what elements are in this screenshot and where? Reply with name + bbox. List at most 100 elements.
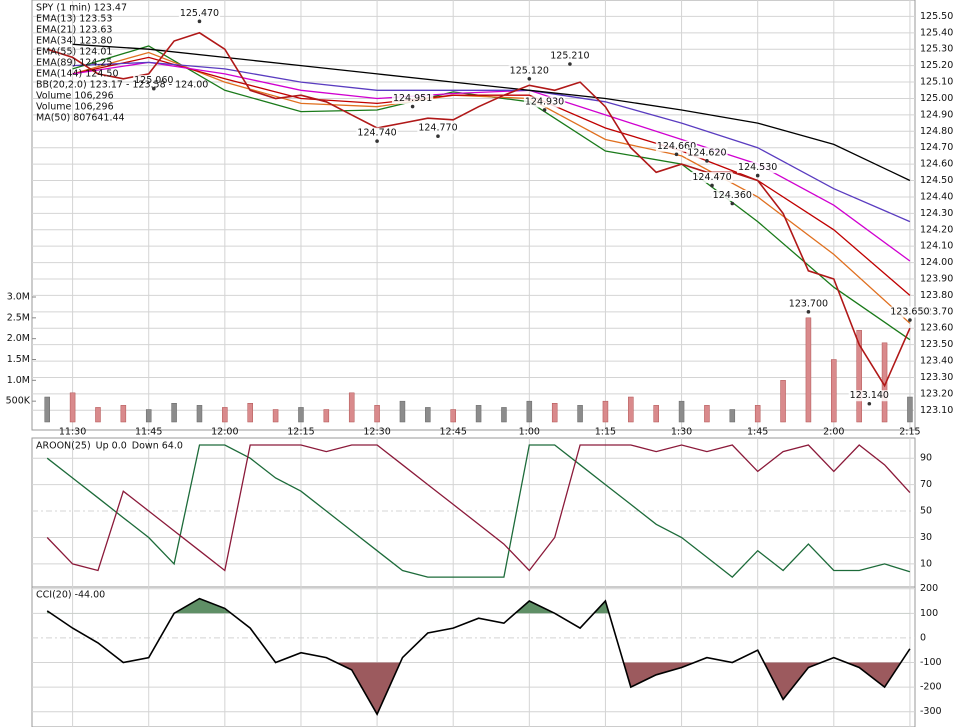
annotation-point [527, 76, 532, 81]
volume-bar [602, 400, 609, 423]
annotation-label: 124.740 [357, 128, 396, 139]
legend-entry: EMA(13) 123.53 [36, 14, 112, 25]
volume-bar [399, 400, 406, 423]
y-tick-label: 123.50 [920, 339, 953, 350]
x-tick-label: 12:45 [440, 427, 467, 438]
volume-bar [145, 409, 152, 423]
y-tick-label: 125.30 [920, 44, 953, 55]
volume-tick-label: 2.0M [7, 333, 30, 344]
y-tick-label: 124.10 [920, 241, 953, 252]
annotation-bg [523, 96, 566, 108]
y-tick-label: 0 [920, 632, 926, 643]
legend-entry: EMA(89) 124.25 [36, 58, 112, 69]
annotation-bg [686, 147, 728, 159]
volume-bar [348, 392, 355, 423]
annotation-label: 125.120 [510, 65, 549, 76]
annotation-point [568, 62, 572, 66]
legend-entry: Volume 106,296 [36, 91, 114, 102]
annotation-bg [655, 140, 698, 152]
annotation-bg [549, 50, 591, 62]
volume-bar [374, 405, 380, 423]
y-tick-label: 10 [920, 558, 932, 569]
x-tick-label: 2:15 [899, 427, 920, 438]
panel-frame [31, 586, 916, 727]
volume-bar [120, 405, 127, 423]
volume-tick-label: 3.0M [7, 292, 30, 303]
series-line [72, 56, 911, 296]
volume-bar [653, 405, 659, 423]
y-tick-label: 125.40 [920, 27, 953, 38]
y-tick-label: -300 [920, 706, 942, 717]
y-tick-label: 124.40 [920, 191, 953, 202]
annotation-bg [178, 7, 221, 19]
volume-bar [907, 396, 913, 423]
annotation-point [908, 318, 912, 322]
legend-entry: Volume 106,296 [36, 102, 114, 113]
cci-fill [47, 598, 610, 614]
legend-entry: EMA(34) 123.80 [36, 36, 112, 47]
annotation-bg [391, 93, 434, 105]
annotation-label: 125.210 [550, 51, 589, 62]
annotation-bg [711, 190, 753, 202]
annotation-point [197, 19, 202, 24]
legend-entry: BB(20,2.0) 123.17 - 123.58 - 124.00 [36, 80, 208, 91]
x-tick-label: 11:45 [135, 427, 162, 438]
volume-tick-label: 2.5M [7, 312, 30, 323]
annotation-bg [133, 75, 175, 87]
annotation-bg [508, 65, 550, 77]
y-tick-label: 50 [920, 506, 932, 517]
x-tick-label: 11:30 [59, 427, 86, 438]
volume-bar [577, 405, 583, 423]
chart-title: SPY (1 min) 123.47 [36, 3, 127, 14]
annotation-bg [737, 162, 779, 174]
chart-title: AROON(25) [36, 441, 91, 452]
volume-bar [425, 407, 431, 423]
volume-bar [628, 396, 634, 423]
y-tick-label: 124.30 [920, 208, 953, 219]
annotation-label: 124.620 [687, 147, 726, 158]
annotation-point [542, 108, 547, 112]
volume-bar [475, 405, 482, 423]
volume-bar [526, 400, 533, 423]
series-line [46, 444, 911, 578]
y-tick-label: 124.60 [920, 159, 953, 170]
x-tick-label: 1:45 [747, 427, 768, 438]
series-line [46, 444, 911, 572]
x-tick-label: 2:00 [823, 427, 844, 438]
annotation-point [375, 139, 379, 143]
value-line [46, 597, 911, 716]
legend-entry: EMA(21) 123.63 [36, 25, 112, 36]
series-line [72, 51, 911, 324]
annotation-label: 124.360 [713, 190, 752, 201]
series-line [72, 61, 911, 223]
annotation-point [151, 86, 156, 91]
volume-bar [44, 396, 50, 423]
legend-entry: EMA(55) 124.01 [36, 47, 112, 58]
annotation-label: 124.470 [692, 172, 731, 183]
volume-bar [805, 317, 812, 423]
annotation-point [755, 173, 760, 178]
chart-title: CCI(20) -44.00 [36, 590, 105, 601]
y-tick-label: -100 [920, 657, 942, 668]
y-tick-label: 123.30 [920, 372, 953, 383]
y-tick-label: 123.60 [920, 323, 953, 334]
annotation-point [674, 152, 679, 157]
y-tick-label: 123.70 [920, 306, 953, 317]
y-tick-label: 124.80 [920, 126, 953, 137]
x-tick-label: 12:30 [363, 427, 390, 438]
annotation-bg [691, 171, 733, 183]
volume-bar [856, 330, 862, 423]
volume-bar [450, 409, 456, 423]
y-tick-label: 123.20 [920, 388, 953, 399]
x-tick-label: 12:15 [287, 427, 314, 438]
x-tick-label: 1:00 [519, 427, 540, 438]
y-tick-label: 100 [920, 608, 938, 619]
annotation-point [730, 201, 735, 206]
y-tick-label: 124.70 [920, 142, 953, 153]
y-tick-label: 30 [920, 532, 932, 543]
legend-entry: Up 0.0 [96, 441, 127, 452]
annotation-label: 124.951 [393, 93, 432, 104]
volume-bar [551, 403, 558, 423]
